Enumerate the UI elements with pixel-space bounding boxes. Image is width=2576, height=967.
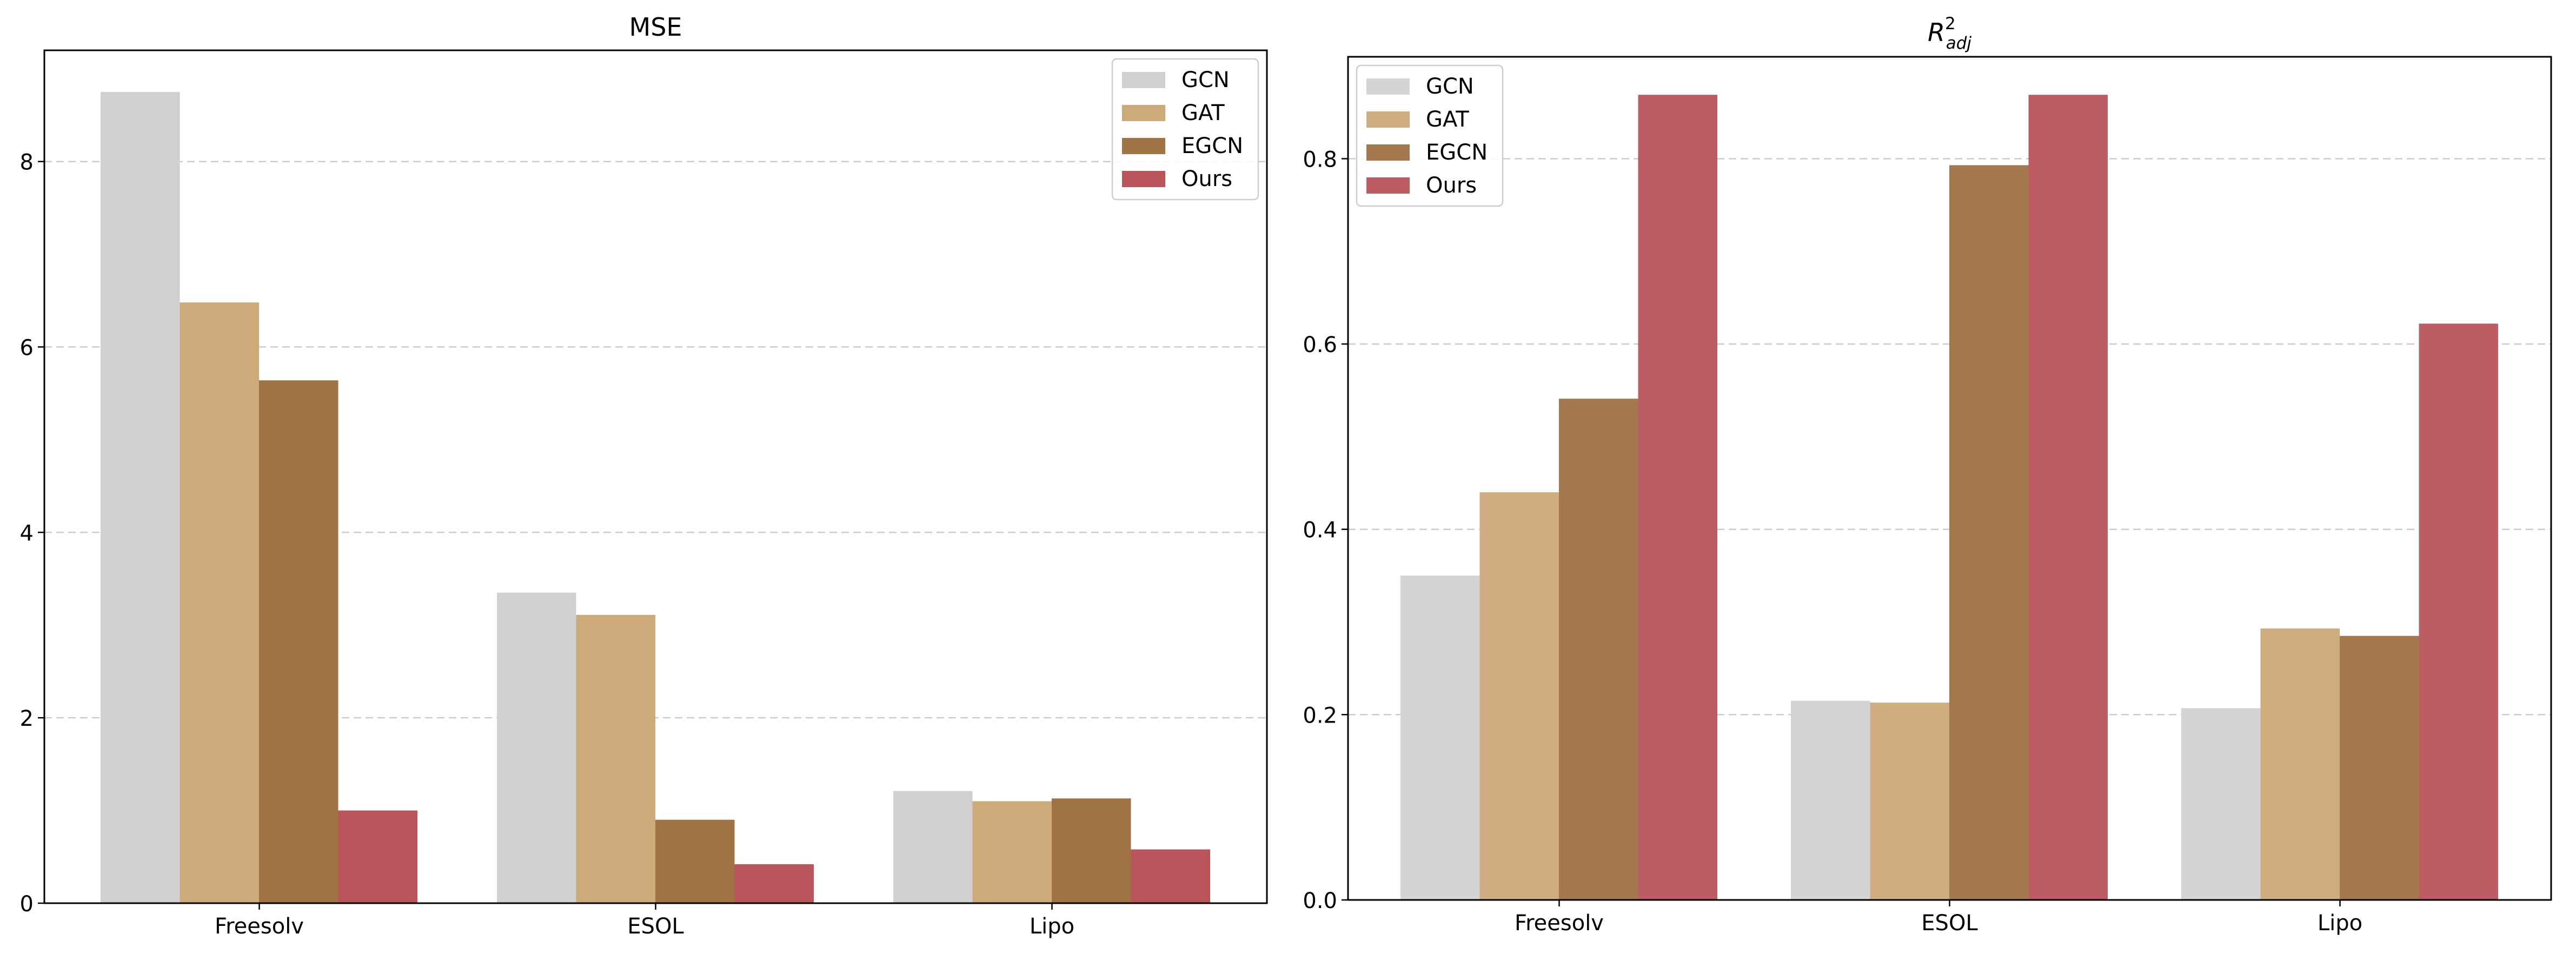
bar-ours-freesolv — [1638, 95, 1717, 900]
bar-gat-lipo — [972, 801, 1052, 903]
bar-gcn-lipo — [893, 791, 973, 903]
x-tick-label: Lipo — [2318, 911, 2362, 936]
legend-swatch-gat — [1122, 105, 1165, 121]
bar-gat-esol — [576, 614, 655, 903]
legend-swatch-ours — [1366, 177, 1410, 194]
bar-gat-freesolv — [1479, 492, 1559, 900]
bar-gat-lipo — [2260, 628, 2340, 900]
legend-label-egcn: EGCN — [1181, 134, 1243, 158]
y-tick-label: 0.2 — [1303, 703, 1337, 728]
bar-gat-freesolv — [180, 302, 259, 904]
legend: GCN GAT EGCN Ours — [1356, 64, 1504, 207]
y-tick-label: 0.6 — [1303, 333, 1337, 357]
bar-gcn-esol — [497, 592, 576, 903]
bar-egcn-freesolv — [259, 380, 338, 903]
title-superscript: 2 — [1945, 14, 1956, 34]
title-base: R — [1928, 18, 1945, 47]
chart-title: MSE — [629, 12, 682, 42]
bar-egcn-lipo — [2340, 635, 2419, 900]
bar-egcn-esol — [655, 819, 735, 903]
bar-gcn-lipo — [2181, 708, 2261, 900]
y-tick-label: 2 — [20, 706, 34, 731]
bar-gcn-freesolv — [1400, 575, 1480, 900]
y-tick-label: 4 — [20, 521, 34, 546]
bar-ours-esol — [734, 864, 814, 903]
bar-gcn-freesolv — [101, 92, 180, 903]
legend-frame — [1111, 58, 1259, 201]
legend-label-ours: Ours — [1181, 167, 1232, 191]
bar-ours-esol — [2028, 95, 2108, 900]
legend-label-egcn: EGCN — [1426, 140, 1488, 165]
x-tick-label: ESOL — [627, 914, 684, 939]
y-tick-label: 8 — [20, 150, 34, 175]
legend-swatch-gcn — [1366, 78, 1410, 95]
legend-frame — [1356, 64, 1504, 207]
legend-swatch-egcn — [1122, 138, 1165, 154]
legend-swatch-ours — [1122, 171, 1165, 187]
legend-swatch-gat — [1366, 111, 1410, 128]
r2-adj-chart: R2 adj 0.0 0.2 0.4 0.6 0.8 Freesolv ESOL Lipo GCN… — [1303, 14, 2552, 936]
legend-label-gcn: GCN — [1181, 68, 1230, 92]
bar-egcn-freesolv — [1559, 399, 1638, 900]
plot-frame — [43, 49, 1268, 904]
y-tick-label: 0.0 — [1303, 889, 1337, 913]
chart-title: R2 adj — [1928, 14, 1971, 53]
bar-ours-lipo — [1131, 849, 1210, 903]
y-tick-label: 6 — [20, 336, 34, 361]
legend-label-gcn: GCN — [1426, 74, 1474, 99]
bar-gcn-esol — [1791, 700, 1870, 900]
x-tick-label: Freesolv — [1515, 911, 1604, 936]
x-tick-label: Lipo — [1030, 914, 1074, 939]
title-subscript: adj — [1946, 34, 1972, 53]
y-tick-label: 0.8 — [1303, 147, 1337, 172]
legend-label-ours: Ours — [1426, 173, 1477, 198]
y-tick-label: 0.4 — [1303, 518, 1337, 543]
legend: GCN GAT EGCN Ours — [1111, 58, 1259, 201]
legend-label-gat: GAT — [1426, 107, 1469, 132]
x-tick-label: ESOL — [1921, 911, 1978, 936]
legend-swatch-egcn — [1366, 144, 1410, 161]
bar-egcn-esol — [1949, 165, 2029, 900]
x-tick-label: Freesolv — [215, 914, 304, 939]
plot-frame — [1347, 56, 2552, 901]
y-tick-label: 0 — [20, 892, 34, 917]
legend-swatch-gcn — [1122, 72, 1165, 88]
bar-ours-lipo — [2419, 323, 2498, 900]
mse-chart: MSE 0 2 4 6 8 Freesolv ESOL Lipo GCN GAT EGCN Ours — [20, 12, 1268, 939]
bar-egcn-lipo — [1052, 798, 1131, 903]
bar-ours-freesolv — [338, 810, 417, 903]
legend-label-gat: GAT — [1181, 101, 1225, 125]
bar-gat-esol — [1870, 703, 1949, 900]
